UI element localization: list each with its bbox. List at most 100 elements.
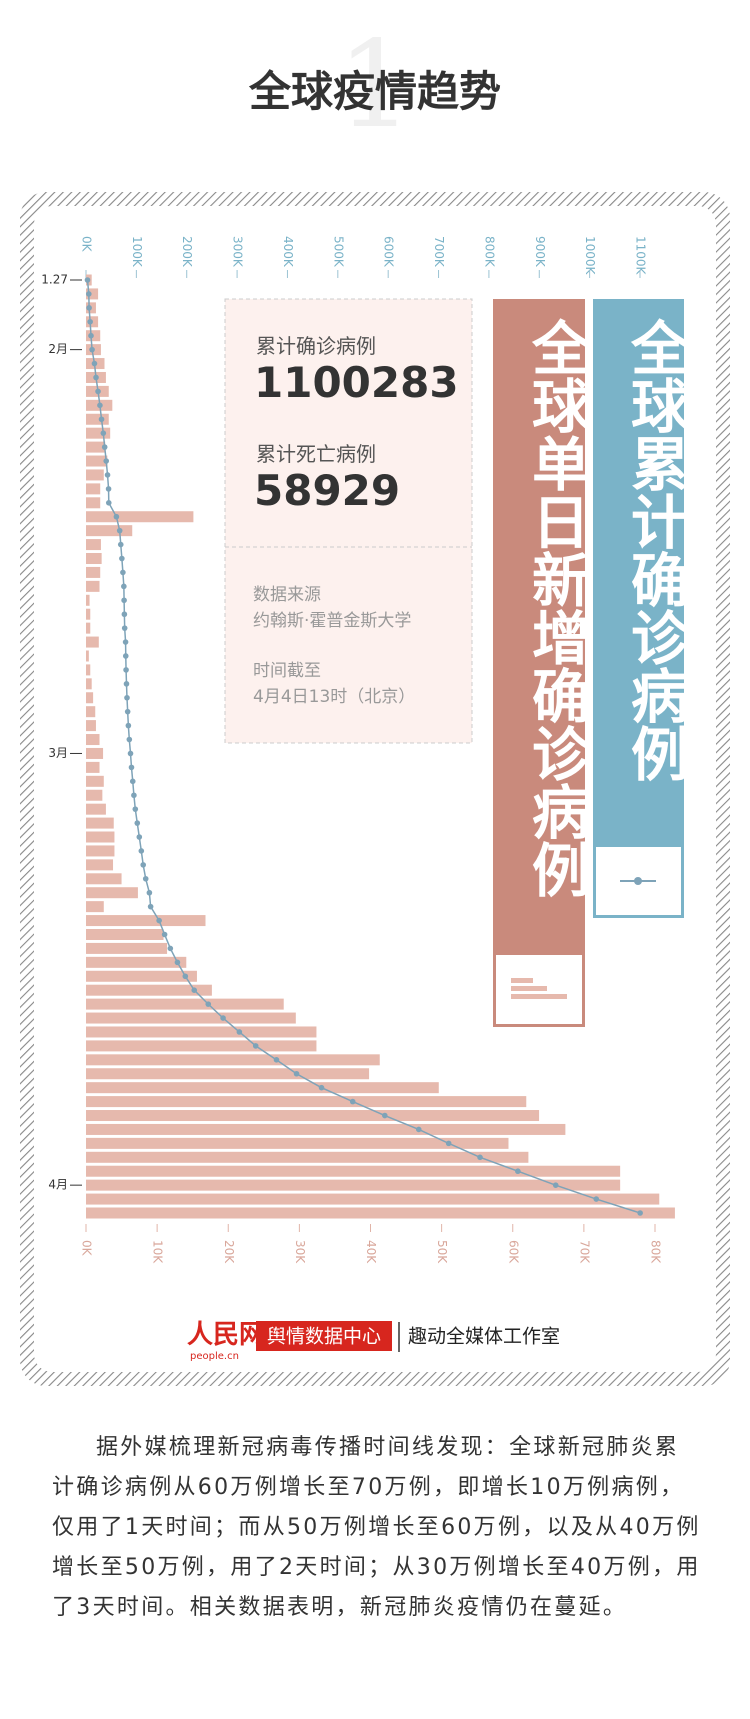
point: [117, 541, 124, 548]
point: [101, 444, 108, 450]
point: [191, 987, 198, 993]
point: [593, 1196, 600, 1202]
x-tick-label: 80K: [649, 1240, 663, 1264]
bar: [86, 1110, 540, 1122]
point: [84, 277, 91, 283]
bar: [86, 580, 100, 592]
legend-cumulative: 全球累计确诊病例: [621, 318, 689, 782]
bar: [86, 1054, 380, 1066]
point: [129, 778, 136, 785]
x2-tick-label: 0K: [80, 236, 94, 253]
y-tick-label: 4月: [48, 1178, 68, 1192]
legend-icon: [511, 978, 533, 983]
x2-tick-label: 400K: [281, 236, 295, 268]
point: [445, 1140, 452, 1147]
bar: [86, 511, 194, 523]
x-tick-label: 40K: [364, 1240, 378, 1264]
bar: [86, 845, 115, 857]
time-label: 时间截至: [253, 661, 321, 681]
bar: [86, 594, 90, 606]
bar: [86, 566, 101, 578]
point: [119, 555, 125, 562]
bar: [86, 817, 114, 829]
bar: [86, 915, 206, 927]
legend-daily: 全球单日新增确诊病例: [522, 318, 590, 898]
point: [123, 681, 130, 687]
bar: [86, 984, 212, 996]
confirmed-value: 1100283: [254, 358, 459, 407]
bar: [86, 636, 99, 648]
bar: [86, 706, 96, 718]
bar: [86, 1137, 509, 1149]
point: [87, 318, 93, 325]
point: [167, 945, 174, 952]
point: [98, 416, 105, 423]
point: [552, 1182, 559, 1188]
x2-tick-label: 900K: [533, 236, 547, 268]
bar: [86, 1096, 527, 1108]
x2-tick-label: 200K: [180, 236, 194, 268]
point: [86, 305, 92, 311]
point: [156, 917, 162, 924]
x2-tick-label: 500K: [331, 236, 345, 268]
bar: [86, 970, 197, 982]
point: [100, 430, 107, 436]
bar: [86, 650, 89, 662]
point: [97, 402, 103, 409]
point: [121, 611, 128, 618]
bar: [86, 789, 103, 801]
bar: [86, 720, 96, 732]
x2-tick-label: 700K: [432, 236, 446, 268]
info-box: [224, 298, 473, 744]
bar: [86, 1193, 660, 1205]
bar: [86, 1151, 529, 1163]
point: [147, 903, 154, 910]
deaths-label: 累计死亡病例: [256, 442, 376, 466]
x-tick-label: 50K: [435, 1240, 449, 1264]
bar: [86, 942, 168, 954]
bar: [86, 497, 101, 509]
x-tick-label: 60K: [506, 1240, 520, 1264]
legend-icon: [634, 877, 642, 885]
bar: [86, 831, 115, 843]
point: [104, 472, 111, 478]
deaths-value: 58929: [254, 466, 401, 515]
paragraph: 据外媒梳理新冠病毒传播时间线发现：全球新冠肺炎累计确诊病例从60万例增长至70万…: [52, 1435, 701, 1620]
bar: [86, 692, 94, 704]
point: [122, 639, 129, 645]
x2-tick-label: 600K: [382, 236, 396, 268]
point: [121, 597, 127, 604]
studio: 趣动全媒体工作室: [408, 1326, 560, 1348]
bar: [86, 1207, 675, 1219]
point: [252, 1043, 259, 1049]
point: [124, 708, 131, 715]
x-tick-label: 30K: [293, 1240, 307, 1264]
point: [161, 931, 168, 938]
bar: [86, 1179, 621, 1191]
plot: 0K 100K 200K 300K 400K 500K 600K 700K 800K 900K 10…: [41, 236, 675, 1264]
point: [515, 1168, 521, 1175]
bar: [86, 427, 111, 439]
point: [273, 1057, 280, 1063]
bar: [86, 539, 101, 551]
bar: [86, 483, 101, 495]
point: [477, 1154, 483, 1161]
point: [113, 513, 120, 520]
bar: [86, 775, 104, 787]
bar: [86, 664, 91, 676]
point: [123, 667, 129, 673]
source-label: 数据来源: [253, 585, 321, 605]
point: [89, 346, 95, 353]
point: [86, 291, 92, 297]
legend-icon: [511, 986, 547, 991]
point: [93, 374, 99, 381]
point: [131, 792, 137, 799]
y-tick-label: 2月: [48, 342, 68, 356]
bar: [86, 1082, 439, 1094]
point: [103, 458, 110, 464]
point: [382, 1112, 388, 1119]
point: [128, 764, 135, 771]
point: [121, 583, 127, 590]
point: [236, 1029, 243, 1035]
